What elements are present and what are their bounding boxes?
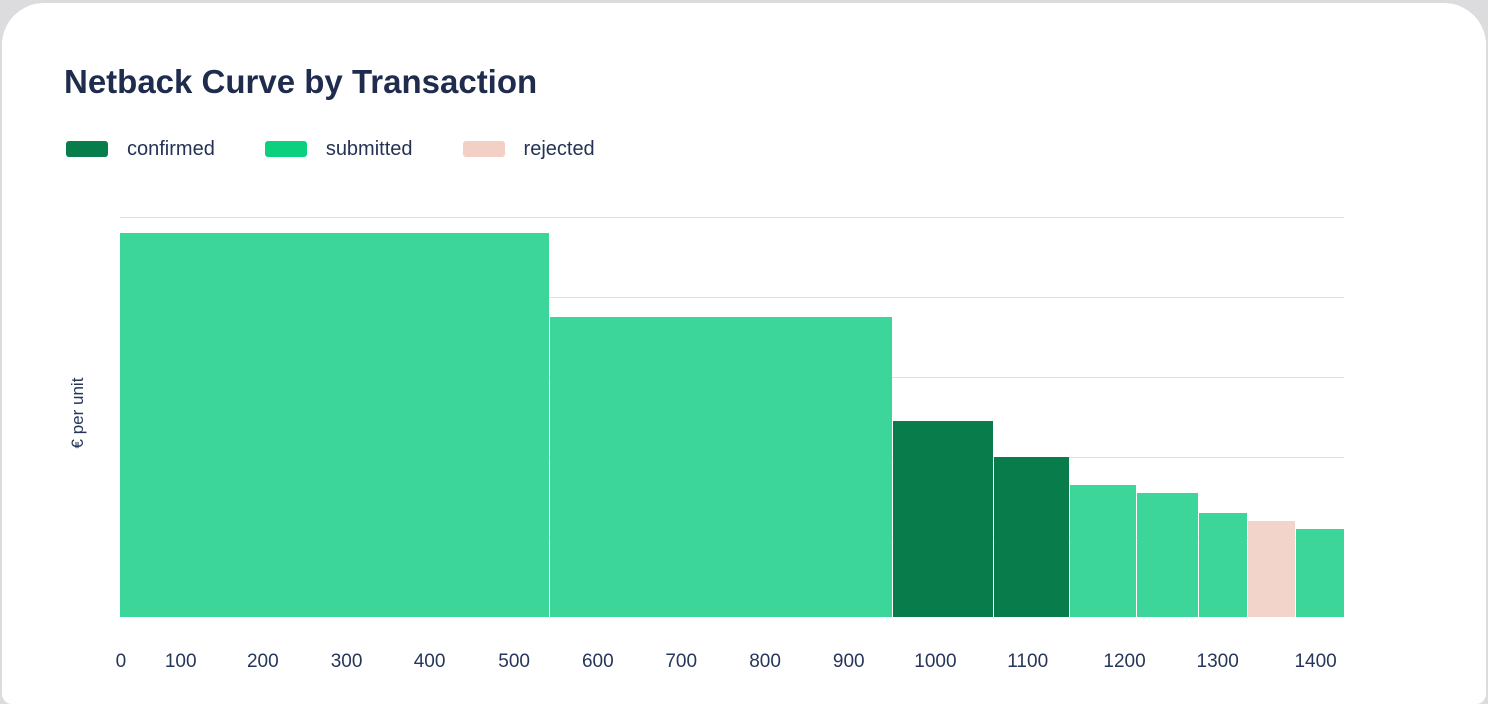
- legend: confirmed submitted rejected: [66, 139, 595, 159]
- x-tick-label-700: 700: [665, 651, 698, 672]
- bar-submitted-5[interactable]: [1136, 493, 1198, 617]
- legend-label-rejected: rejected: [523, 138, 595, 160]
- x-tick-label-200: 200: [246, 651, 279, 672]
- gridline-100: [120, 217, 1344, 218]
- legend-item-rejected[interactable]: rejected: [462, 138, 595, 160]
- x-tick-label-400: 400: [413, 651, 446, 672]
- legend-swatch-submitted: [264, 141, 307, 157]
- x-tick-label-900: 900: [832, 651, 865, 672]
- legend-swatch-rejected: [462, 141, 505, 157]
- legend-item-confirmed[interactable]: confirmed: [66, 139, 215, 159]
- x-tick-label-800: 800: [749, 651, 781, 672]
- x-tick-label-1300: 1300: [1196, 651, 1239, 672]
- legend-swatch-confirmed: [66, 141, 108, 157]
- bar-rejected-7[interactable]: [1248, 521, 1295, 617]
- bar-submitted-6[interactable]: [1198, 513, 1248, 617]
- bar-submitted-4[interactable]: [1069, 485, 1136, 617]
- x-tick-label-1000: 1000: [914, 651, 957, 672]
- gridline-80: [120, 297, 1344, 298]
- x-tick-label-1200: 1200: [1103, 651, 1146, 672]
- x-tick-label-1100: 1100: [1007, 651, 1049, 672]
- x-tick-label-0: 0: [115, 651, 127, 672]
- x-axis: 0 100 200 300 400 500 600 700 800 900 1000 1100 1200…: [116, 651, 1344, 677]
- y-axis-title: € per unit: [68, 377, 87, 449]
- bar-submitted-1[interactable]: [549, 317, 893, 617]
- legend-item-submitted[interactable]: submitted: [264, 138, 413, 160]
- x-tick-label-1400: 1400: [1294, 651, 1337, 672]
- bar-confirmed-2[interactable]: [893, 421, 993, 617]
- bar-confirmed-3[interactable]: [993, 457, 1069, 617]
- x-tick-label-300: 300: [330, 651, 363, 672]
- plot-area: [120, 209, 1344, 617]
- legend-label-confirmed: confirmed: [127, 138, 215, 160]
- legend-label-submitted: submitted: [325, 138, 413, 160]
- x-tick-label-100: 100: [164, 651, 197, 672]
- bar-submitted-8[interactable]: [1295, 529, 1344, 617]
- x-tick-label-600: 600: [581, 651, 614, 672]
- chart-card: Netback Curve by Transaction confirmed su…: [2, 3, 1486, 704]
- bar-submitted-0[interactable]: [120, 233, 549, 617]
- chart-title: Netback Curve by Transaction: [64, 63, 538, 100]
- x-tick-label-500: 500: [498, 651, 530, 672]
